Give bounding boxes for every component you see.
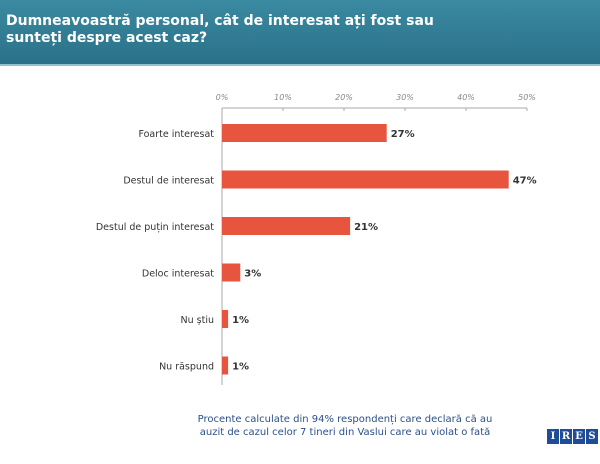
x-tick-label: 10% xyxy=(274,93,292,102)
value-label: 1% xyxy=(232,315,249,326)
category-label: Destul de puțin interesat xyxy=(96,222,214,233)
bar xyxy=(222,263,241,282)
bar xyxy=(222,170,509,189)
value-label: 21% xyxy=(354,222,378,233)
category-label: Destul de interesat xyxy=(123,176,214,187)
value-label: 27% xyxy=(391,129,415,140)
category-label: Nu știu xyxy=(181,315,214,326)
category-label: Foarte interesat xyxy=(138,129,214,140)
category-label: Deloc interesat xyxy=(142,269,214,280)
x-tick-label: 20% xyxy=(335,93,353,102)
footnote: Procente calculate din 94% respondenți c… xyxy=(197,414,493,438)
category-label: Nu răspund xyxy=(159,362,214,373)
x-tick-label: 30% xyxy=(396,93,414,102)
x-tick-label: 50% xyxy=(518,93,536,102)
bar xyxy=(222,356,229,375)
bar xyxy=(222,217,351,235)
x-tick-label: 0% xyxy=(216,93,229,102)
value-label: 1% xyxy=(232,362,249,373)
logo-letter: S xyxy=(586,429,598,444)
logo-letter: E xyxy=(573,429,585,444)
logo-letter: I xyxy=(547,429,559,444)
bar xyxy=(222,124,387,142)
chart-title: Dumneavoastră personal, cât de interesat… xyxy=(6,13,434,46)
value-label: 47% xyxy=(513,176,537,187)
header-banner: Dumneavoastră personal, cât de interesat… xyxy=(0,0,600,66)
bar xyxy=(222,310,229,328)
logo-letter: R xyxy=(560,429,572,444)
x-tick-label: 40% xyxy=(457,93,475,102)
value-label: 3% xyxy=(244,269,261,280)
